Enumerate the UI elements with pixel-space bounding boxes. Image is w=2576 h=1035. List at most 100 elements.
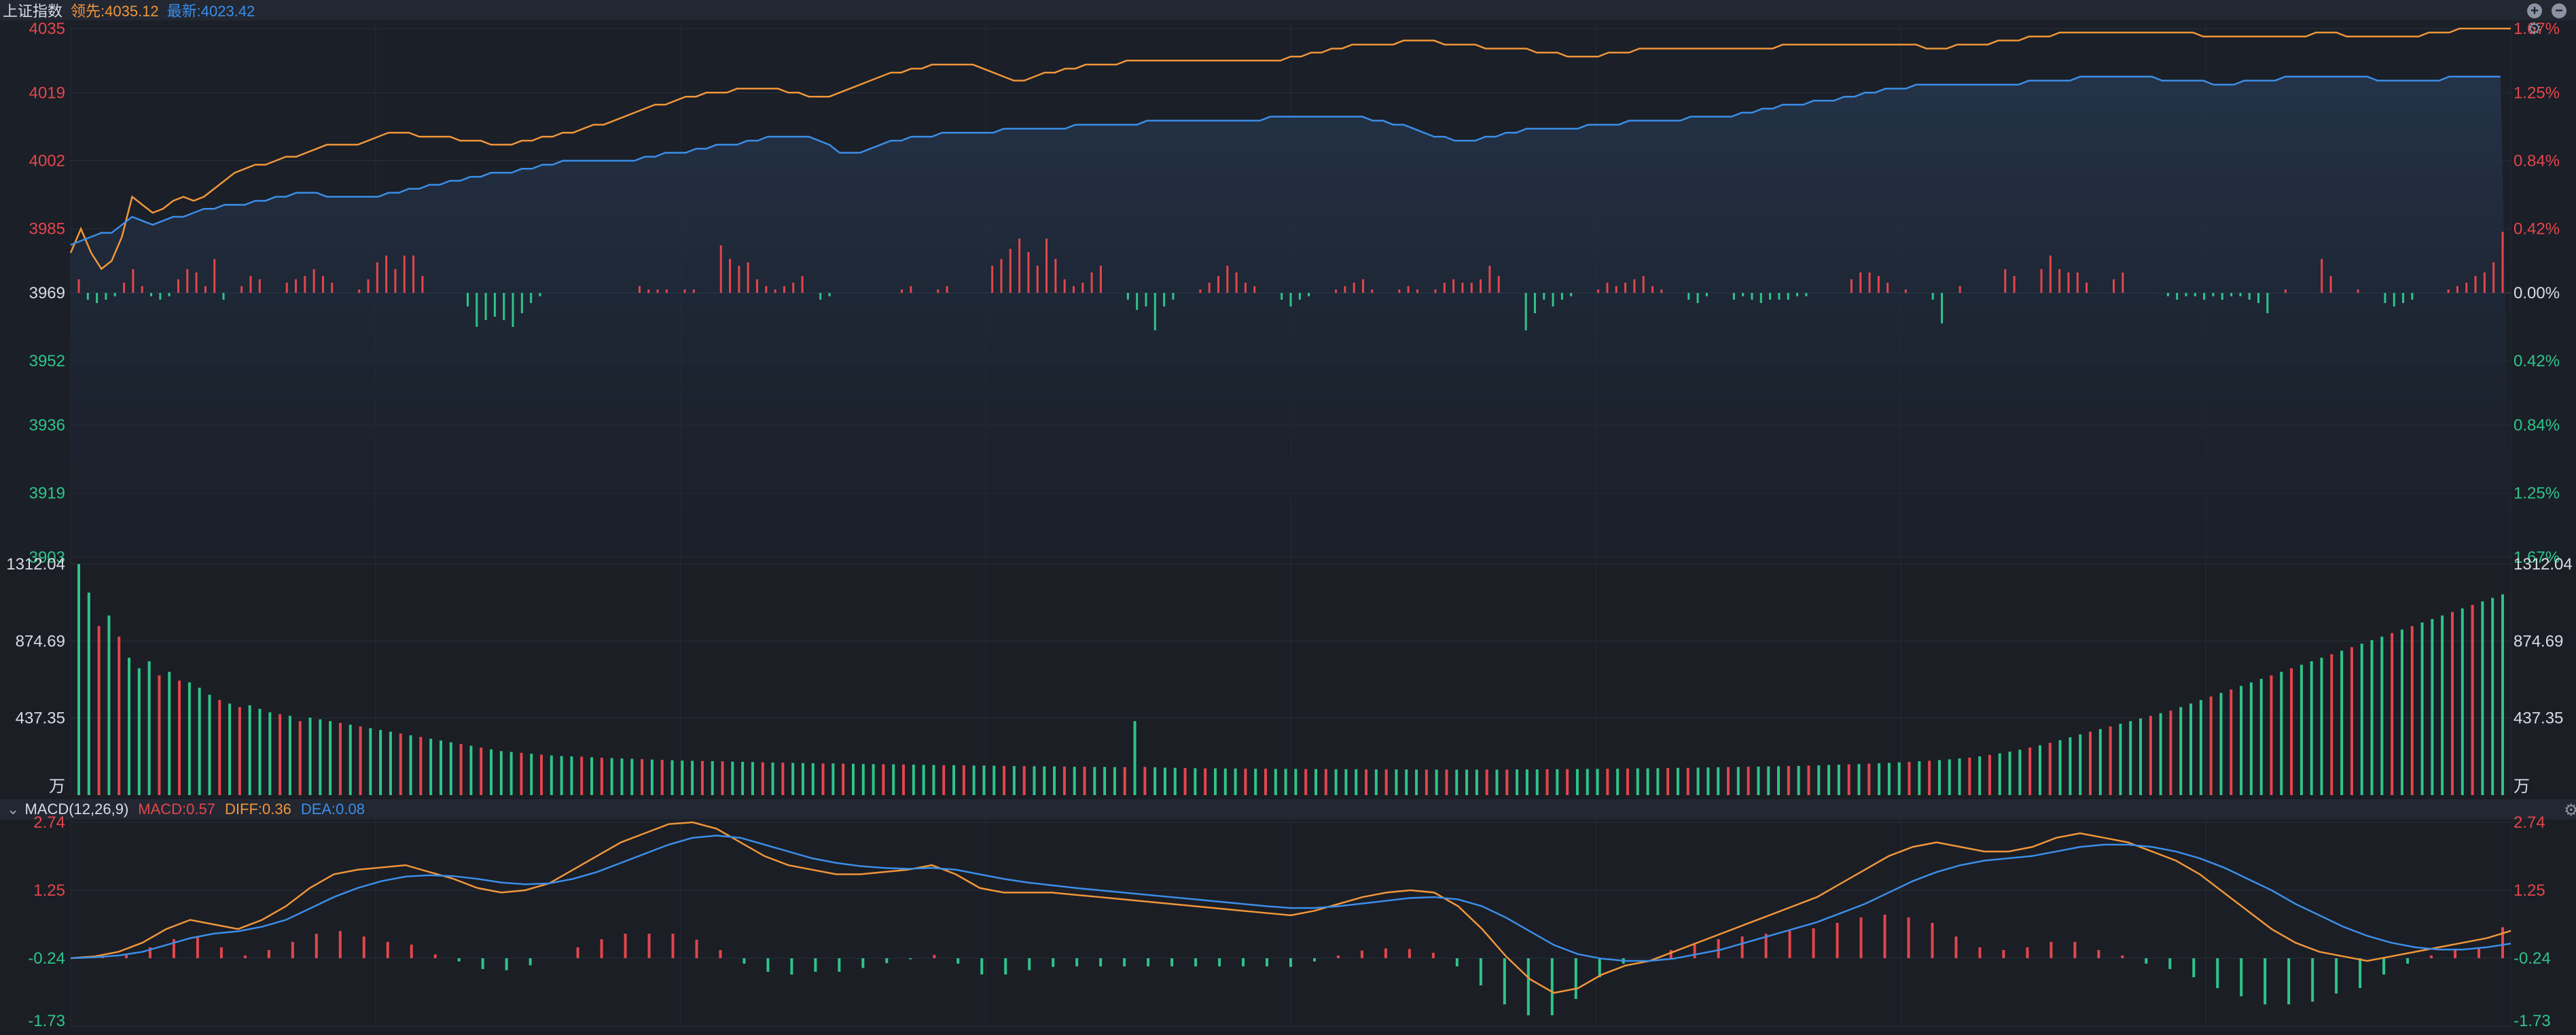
tick-change-bar [2212, 293, 2215, 296]
macd-value: MACD:0.57 [138, 801, 215, 818]
volume-bar [1516, 769, 1519, 795]
volume-bar [449, 742, 452, 795]
macd-histogram-bar [1194, 958, 1198, 966]
tick-change-bar [1778, 293, 1781, 300]
macd-histogram-bar [386, 942, 389, 958]
macd-histogram-bar [457, 958, 461, 962]
tick-change-bar [177, 279, 179, 293]
tick-change-bar [1543, 293, 1545, 300]
volume-bar [1234, 768, 1237, 795]
volume-bar [962, 765, 965, 795]
volume-tick-left: 874.69 [16, 632, 65, 650]
volume-bar [1274, 769, 1277, 795]
tick-change-bar [2492, 262, 2495, 293]
tick-change-bar [1136, 293, 1139, 310]
tick-change-bar [1597, 290, 1600, 293]
tick-change-bar [747, 262, 749, 293]
tick-change-bar [358, 290, 361, 293]
volume-bar [338, 722, 342, 795]
zoom-in-icon[interactable]: + [2527, 3, 2542, 18]
macd-histogram-bar [600, 939, 603, 958]
zoom-out-icon[interactable]: − [2552, 3, 2567, 18]
volume-bar [1706, 767, 1710, 795]
volume-bar [1837, 765, 1840, 795]
volume-bar [1767, 766, 1770, 795]
volume-bar [1937, 760, 1941, 795]
volume-bar [298, 721, 302, 795]
volume-bar [2400, 629, 2403, 795]
tick-change-bar [1335, 290, 1338, 293]
bars-layer [77, 232, 2504, 1015]
tick-change-bar [1552, 293, 1554, 306]
volume-bar [711, 760, 714, 795]
volume-bar [2450, 612, 2454, 795]
tick-change-bar [2402, 293, 2405, 303]
tick-change-bar [204, 286, 207, 293]
tick-change-bar [1416, 290, 1418, 293]
tick-change-bar [1642, 276, 1645, 293]
macd-histogram-bar [2002, 950, 2005, 958]
tick-change-bar [1488, 266, 1491, 293]
volume-bar [2290, 668, 2293, 795]
tick-change-bar [1344, 286, 1346, 293]
tick-change-bar [476, 293, 478, 327]
latest-area-fill [71, 76, 2511, 557]
volume-bar [419, 737, 423, 795]
macd-settings-gear-icon[interactable]: ⚙ [2564, 801, 2576, 820]
volume-bar [107, 615, 111, 795]
tick-change-bar [132, 269, 135, 293]
macd-histogram-bar [1550, 958, 1554, 1015]
price-tick-left: 4019 [29, 84, 65, 102]
collapse-chevron-icon[interactable]: ⌄ [7, 801, 20, 818]
volume-bar [700, 760, 704, 795]
macd-histogram-bar [1266, 958, 1269, 966]
text-layer: 4035 1.67% 4019 1.25% 4002 0.84% 3985 0.42% 3969… [6, 20, 2573, 1030]
volume-bar [2491, 597, 2494, 795]
macd-histogram-bar [2264, 958, 2267, 1004]
volume-bar [741, 762, 745, 795]
volume-bar [1696, 767, 1700, 795]
tick-change-bar [738, 266, 740, 293]
macd-histogram-bar [291, 942, 294, 958]
macd-histogram-bar [2287, 958, 2291, 1004]
macd-histogram-bar [885, 958, 889, 964]
macd-histogram-bar [433, 954, 437, 958]
volume-bar [1204, 768, 1207, 795]
macd-histogram-bar [1170, 958, 1174, 966]
volume-bar [288, 716, 291, 795]
volume-bar [1556, 769, 1559, 795]
tick-change-bar [1398, 290, 1401, 293]
volume-bar [2129, 721, 2132, 795]
volume-bar [2471, 605, 2474, 795]
tick-change-bar [1769, 293, 1772, 300]
volume-bar [1817, 765, 1821, 795]
volume-bar [2119, 724, 2122, 795]
volume-bar [2018, 750, 2022, 795]
volume-bar [1867, 763, 1871, 795]
tick-change-bar [1805, 293, 1808, 296]
diff-line [70, 821, 2511, 994]
tick-change-bar [991, 266, 994, 293]
volume-bar [1435, 769, 1438, 795]
volume-bar [2240, 686, 2243, 795]
volume-bar [630, 758, 634, 795]
tick-change-bar [1009, 249, 1012, 293]
tick-change-bar [285, 283, 288, 293]
volume-bar [1908, 762, 1911, 795]
macd-histogram-bar [1598, 958, 1601, 977]
volume-bar [1043, 766, 1046, 795]
tick-change-bar [1090, 273, 1093, 293]
volume-bar [1606, 769, 1609, 795]
macd-tick-right: -1.73 [2514, 1012, 2551, 1030]
tick-change-bar [304, 276, 306, 293]
settings-gear-icon[interactable]: ⚙ [2527, 20, 2542, 38]
tick-change-bar [2013, 276, 2016, 293]
macd-histogram-bar [1336, 955, 1340, 958]
volume-bar [198, 687, 201, 795]
volume-bar [87, 592, 90, 795]
tick-change-bar [765, 286, 768, 293]
macd-tick-left: 1.25 [33, 881, 65, 900]
volume-bar [842, 763, 845, 795]
volume-bar [1053, 766, 1056, 795]
volume-bar [550, 755, 553, 795]
